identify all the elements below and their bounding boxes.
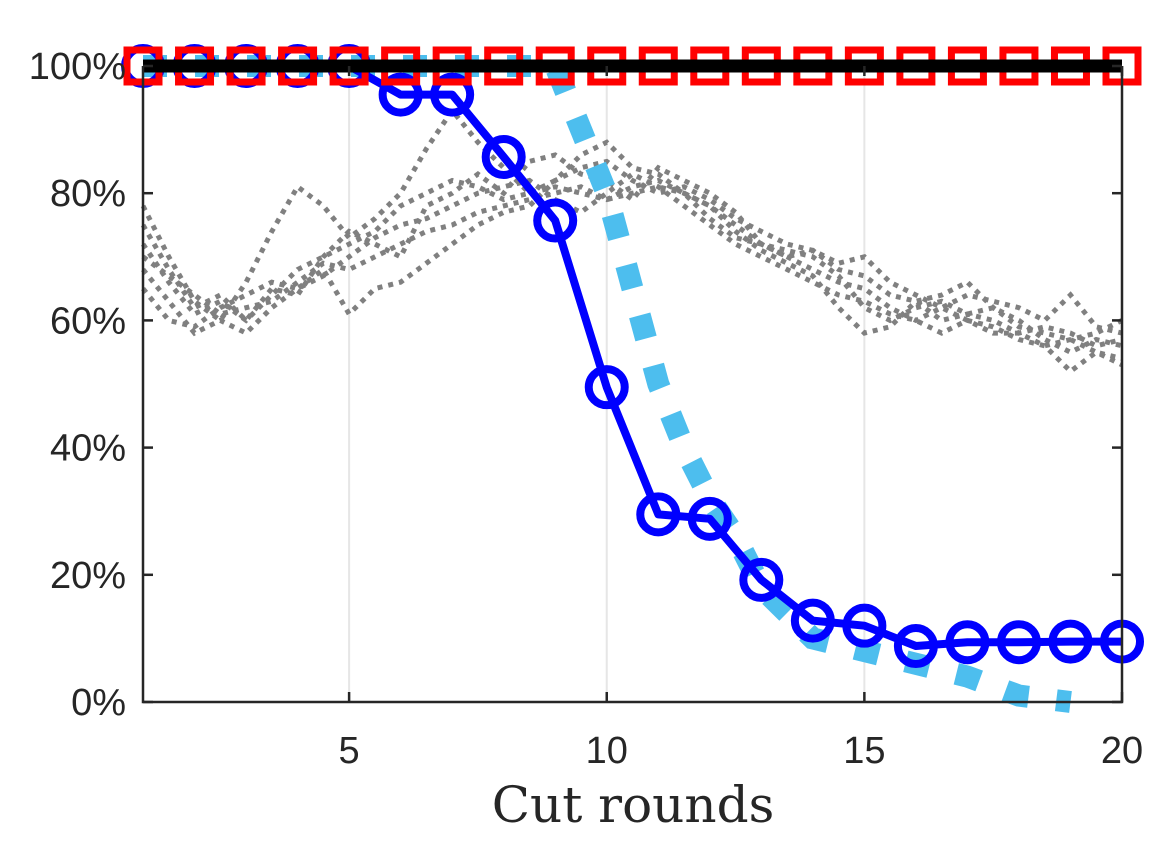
gray-dotted-series-line: [140, 152, 1123, 349]
series-layer: [121, 44, 1144, 713]
circle-series-point: [533, 198, 578, 243]
gray-dotted-series-line: [141, 171, 1123, 375]
x-tick-label: 5: [339, 730, 360, 772]
circle-series-point: [790, 598, 835, 643]
circle-series-point: [842, 603, 887, 648]
circle-series-point: [636, 492, 681, 537]
gray-dotted-series-line: [140, 177, 1123, 355]
x-tick-label: 10: [586, 730, 628, 772]
y-tick-label: 40%: [50, 428, 126, 470]
circle-series-point: [430, 72, 475, 117]
circle-series-point: [1048, 619, 1093, 664]
gray-dotted-series-line: [140, 106, 1124, 349]
y-tick-label: 80%: [50, 173, 126, 215]
x-axis-title: Cut rounds: [492, 776, 775, 834]
circle-series-point: [945, 620, 990, 665]
ticks: 5 10 15 20 0% 20% 40% 60% 80% 100%: [29, 46, 1143, 772]
circle-series-point: [893, 624, 938, 669]
circle-series-point: [584, 365, 629, 410]
axis-box: [141, 66, 1124, 704]
circle-series-line: [143, 62, 1122, 650]
y-tick-label: 20%: [50, 555, 126, 597]
circle-series-point: [739, 557, 784, 602]
circle-series-point: [378, 72, 423, 117]
circle-series-point: [481, 134, 526, 179]
y-tick-label: 100%: [29, 46, 126, 88]
circle-series-point: [687, 496, 732, 541]
y-tick-label: 0%: [71, 682, 126, 724]
gray-dotted-series-line: [141, 158, 1123, 337]
x-tick-label: 20: [1101, 730, 1143, 772]
axes: [141, 66, 1124, 704]
x-tick-label: 15: [843, 730, 885, 772]
y-tick-label: 60%: [50, 300, 126, 342]
circle-series-point: [996, 620, 1041, 665]
gray-dotted-series-line: [141, 184, 1124, 368]
